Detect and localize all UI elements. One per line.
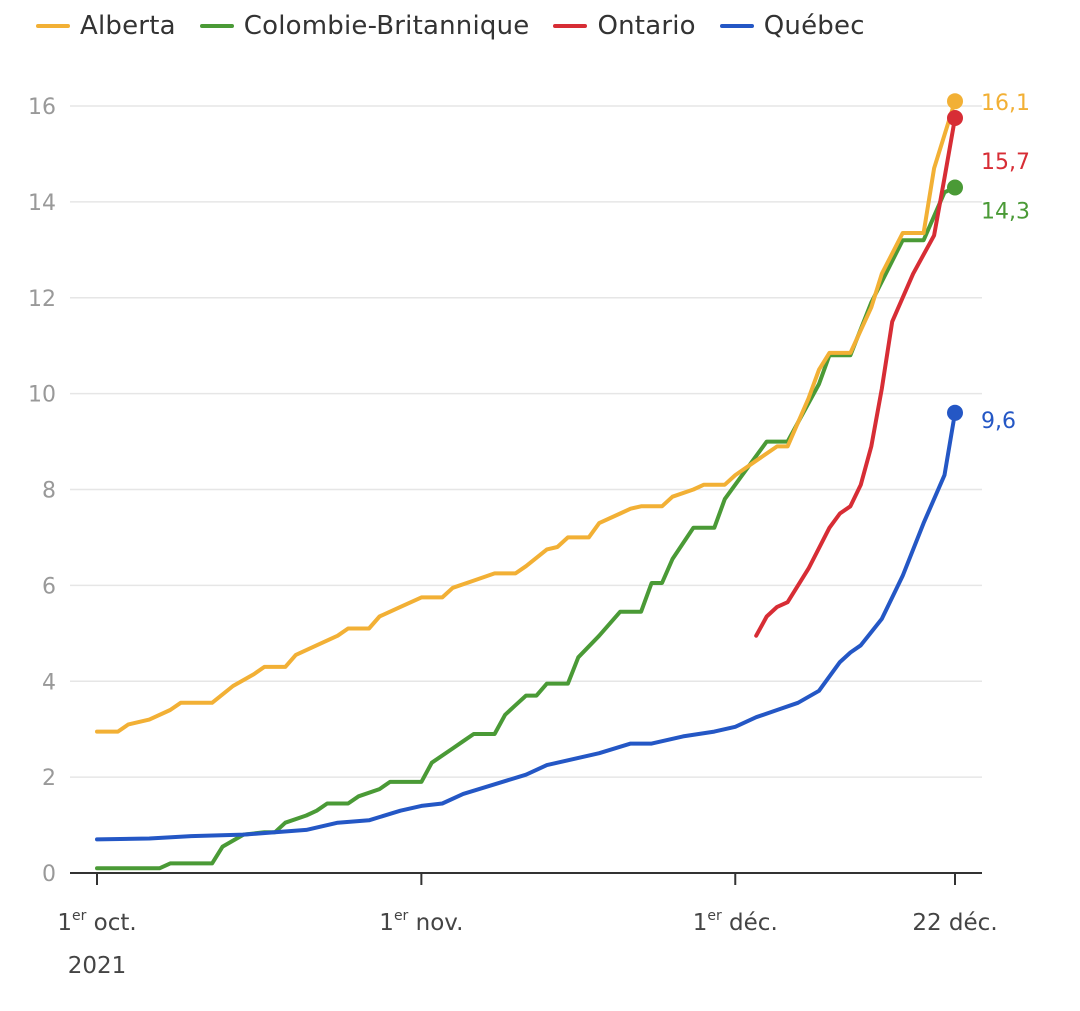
y-tick-label-4: 4	[42, 670, 56, 695]
y-tick-label-10: 10	[28, 383, 56, 408]
series-end-markers: 14,3 9,6 15,7 16,1	[947, 91, 1030, 434]
legend-swatch-alberta	[36, 24, 70, 28]
x-tick-label-number-0: 1	[57, 910, 72, 936]
legend-label-colombie-britannique: Colombie-Britannique	[243, 11, 530, 41]
end-label-alberta: 16,1	[981, 91, 1030, 116]
x-tick-label-1: 1er nov.	[379, 908, 463, 936]
legend-swatch-ontario	[553, 24, 588, 28]
x-tick-label-text-1: nov.	[408, 910, 463, 936]
y-tick-label-8: 8	[42, 479, 56, 504]
x-tick-label-text-2: déc.	[722, 910, 778, 936]
x-tick-label-0: 1er oct.	[57, 908, 136, 936]
end-label-colombie-britannique: 14,3	[981, 199, 1030, 224]
series-line-alberta	[95, 99, 957, 734]
x-tick-label-number-2: 1	[693, 910, 708, 936]
x-tick-year-0: 2021	[68, 953, 127, 979]
legend-item-colombie-britannique: Colombie-Britannique	[199, 11, 530, 41]
legend-swatch-quebec	[719, 24, 754, 28]
end-label-ontario: 15,7	[981, 150, 1030, 175]
y-tick-label-12: 12	[28, 287, 56, 312]
end-marker-alberta	[947, 93, 963, 110]
x-tick-label-sup-0: er	[72, 908, 87, 924]
legend-swatch-colombie-britannique	[199, 24, 234, 28]
series-line-quebec	[95, 410, 957, 842]
end-marker-quebec	[947, 404, 963, 421]
legend-item-quebec: Québec	[719, 11, 865, 41]
end-label-quebec: 9,6	[981, 409, 1016, 434]
series-line-ontario	[754, 116, 957, 638]
y-axis-ticks: 0 2 4 6 8 10 12 14 16	[28, 95, 56, 887]
legend-item-ontario: Ontario	[553, 11, 696, 41]
end-marker-ontario	[947, 109, 963, 126]
legend-label-ontario: Ontario	[597, 11, 696, 41]
chart-legend: Alberta Colombie-Britannique Ontario Qué…	[36, 6, 889, 46]
end-marker-colombie-britannique	[947, 179, 963, 196]
y-tick-label-14: 14	[28, 191, 56, 216]
y-tick-label-16: 16	[28, 95, 56, 120]
x-tick-label-text-0: oct.	[86, 910, 136, 936]
legend-label-quebec: Québec	[763, 11, 865, 41]
x-tick-label-number-1: 1	[379, 910, 394, 936]
y-tick-label-6: 6	[42, 574, 56, 599]
y-tick-label-2: 2	[42, 766, 56, 791]
y-tick-label-0: 0	[42, 862, 56, 887]
x-tick-label-3: 22 déc.	[912, 910, 997, 936]
x-tick-label-2: 1er déc.	[693, 908, 778, 936]
legend-item-alberta: Alberta	[36, 11, 176, 41]
series-line-colombie-britannique	[95, 185, 957, 871]
x-tick-label-sup-2: er	[707, 908, 722, 924]
grid-lines	[70, 105, 982, 778]
legend-label-alberta: Alberta	[80, 11, 176, 41]
x-tick-label-sup-1: er	[394, 908, 409, 924]
x-tick-label-text-3: 22 déc.	[912, 910, 997, 936]
series-lines	[95, 99, 957, 871]
